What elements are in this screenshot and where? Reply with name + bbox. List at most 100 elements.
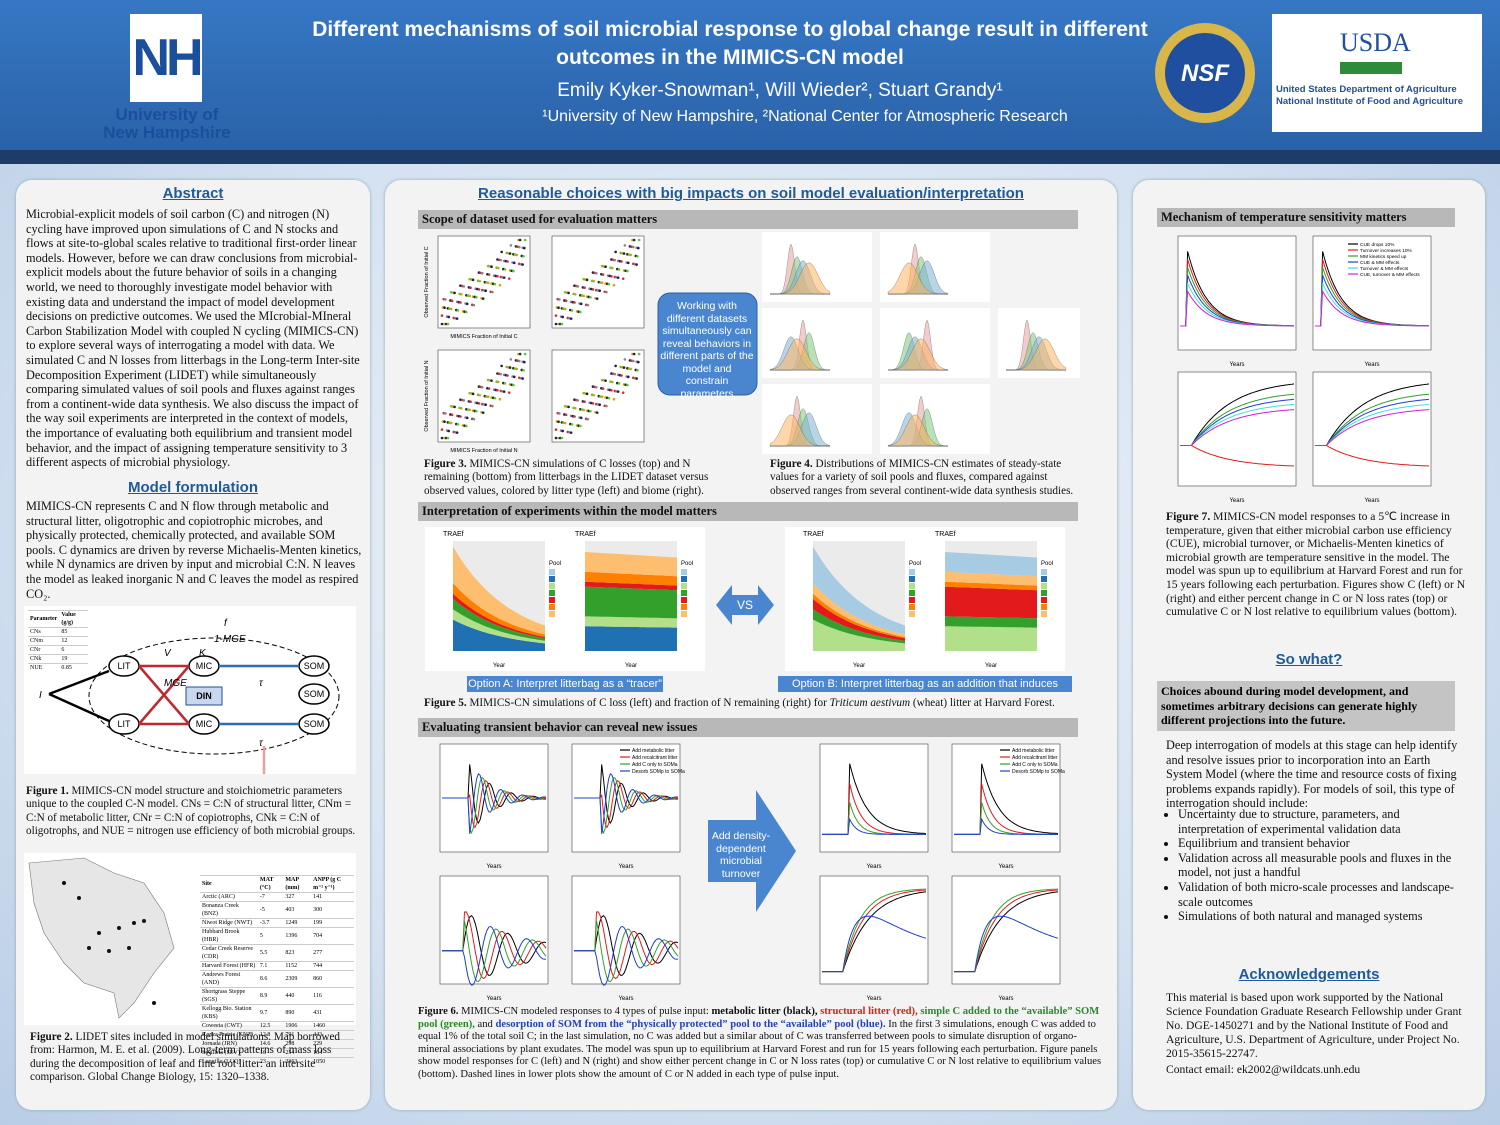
scatter-dot bbox=[522, 254, 525, 258]
figure5-option-a: TRAEf Year Pool TRAEf Year Pool bbox=[425, 527, 705, 671]
scatter-dot bbox=[583, 400, 586, 404]
usda-logo: USDA bbox=[1340, 28, 1411, 57]
table-cell: 791 bbox=[283, 1030, 312, 1040]
density bbox=[769, 338, 831, 371]
diagram-boundary bbox=[88, 637, 340, 755]
table-row: NUE 0.85 bbox=[28, 663, 88, 672]
scatter-dot bbox=[515, 367, 519, 371]
scatter-dot bbox=[446, 436, 450, 440]
scatter-dot bbox=[582, 408, 586, 412]
table-cell: Sevilleta (SEV) bbox=[200, 1048, 258, 1058]
scatter-dot bbox=[512, 383, 515, 387]
table-row: Harvard Forest (HFR) 7.1 1152 744 bbox=[200, 961, 354, 971]
scatter-dot bbox=[574, 406, 577, 410]
table-cell: 298 bbox=[283, 1039, 312, 1049]
scatter-dot bbox=[449, 421, 453, 425]
axis-label: Year bbox=[493, 663, 505, 669]
plot-frame bbox=[819, 875, 929, 985]
caption-label: Figure 1. bbox=[26, 785, 69, 797]
plot-curve bbox=[822, 915, 927, 973]
table-row: Cedar Creek Reserve (CDR) 5.5 823 277 bbox=[200, 944, 354, 962]
abstract: Microbial-explicit models of soil carbon… bbox=[26, 207, 360, 470]
nsf-globe bbox=[1165, 33, 1245, 113]
table-cell: Luquillo (LUQ) bbox=[200, 1057, 258, 1066]
scatter-dot bbox=[598, 403, 601, 407]
scatter-dot bbox=[456, 309, 460, 312]
section-heading: Reasonable choices with big impacts on s… bbox=[478, 185, 1024, 202]
plot-frame bbox=[1312, 235, 1432, 351]
scatter-dot bbox=[468, 294, 472, 298]
legend-label: Add C only to SOMa bbox=[1012, 762, 1058, 768]
panel-title: TRAEf bbox=[575, 531, 596, 538]
nsf-logo: NSF bbox=[1155, 23, 1255, 123]
section-bar: Mechanism of temperature sensitivity mat… bbox=[1157, 208, 1455, 227]
table-cell: 14.6 bbox=[257, 1039, 284, 1049]
scatter-dot bbox=[493, 282, 497, 286]
legend-swatch bbox=[909, 583, 915, 589]
area bbox=[453, 546, 545, 635]
scatter-dot bbox=[450, 299, 454, 303]
diagram-arrow bbox=[48, 669, 110, 696]
scatter-dot bbox=[554, 428, 558, 431]
scatter-dot bbox=[496, 388, 499, 392]
legend-label: MM kinetics speed up bbox=[1360, 254, 1407, 260]
scatter-dot bbox=[506, 260, 509, 263]
unh-name-line: University of bbox=[115, 105, 219, 124]
axis-label: Years bbox=[486, 864, 501, 870]
axis-label: Years bbox=[866, 864, 881, 870]
scatter-dot bbox=[477, 288, 481, 291]
scatter-dot bbox=[613, 372, 617, 376]
site-dot bbox=[152, 1001, 156, 1005]
density bbox=[887, 262, 948, 295]
scatter-dot bbox=[512, 261, 516, 265]
scatter-dot bbox=[626, 261, 630, 265]
legend-title: Pool bbox=[549, 561, 561, 567]
header-cell: ANPP (g C m⁻² y⁻¹) bbox=[311, 875, 354, 893]
legend-swatch bbox=[681, 569, 687, 575]
table-cell: -5 bbox=[257, 901, 284, 919]
legend-label: Add recalcitrant litter bbox=[1012, 755, 1058, 761]
scatter-dot bbox=[444, 412, 447, 415]
plot-frame bbox=[1312, 371, 1432, 487]
density bbox=[1006, 338, 1067, 371]
scatter-dot bbox=[506, 374, 509, 377]
figure3: MIMICS Fraction of Initial C Observed Fra… bbox=[424, 235, 645, 454]
plot-curve bbox=[954, 915, 1059, 973]
table-cell: 1152 bbox=[283, 961, 312, 971]
scatter-dot bbox=[453, 405, 456, 409]
scatter-dot bbox=[490, 379, 493, 383]
figure6-left: Years Years Years Years Add metabolic litter… bbox=[439, 743, 685, 1002]
table-cell: 12.5 bbox=[257, 1021, 284, 1031]
table-cell: 431 bbox=[311, 1004, 354, 1022]
caption-text: MIMICS-CN model structure and stoichiome… bbox=[26, 785, 356, 838]
area bbox=[453, 609, 545, 644]
table-row: Coweeta (CWT) 12.5 1906 1460 bbox=[200, 1021, 354, 1031]
caption-green: simple C added to the “available” SOM po… bbox=[418, 1006, 1100, 1030]
scatter-dot bbox=[579, 302, 583, 306]
scatter-dot bbox=[478, 393, 482, 397]
scatter-dot bbox=[631, 359, 635, 363]
site-dot bbox=[62, 881, 66, 885]
diagram-node-label: LIT bbox=[117, 661, 131, 671]
figure1-caption: Figure 1. MIMICS-CN model structure and … bbox=[26, 785, 360, 839]
scatter-dot bbox=[468, 408, 472, 412]
header-cell: Value (g/g) bbox=[59, 610, 88, 628]
diagram-label: f bbox=[224, 618, 228, 629]
scatter-dot bbox=[623, 358, 627, 361]
scatter-dot bbox=[508, 366, 512, 369]
so-what-box: Choices abound during model development,… bbox=[1157, 681, 1455, 731]
scatter-dot bbox=[471, 392, 475, 396]
scatter-dot bbox=[570, 309, 574, 312]
scatter-dot bbox=[595, 385, 598, 389]
area bbox=[453, 598, 545, 641]
area bbox=[813, 598, 905, 641]
table-cell: 1906 bbox=[283, 1021, 312, 1031]
table-header: Site MAT (°C) MAP (mm) ANPP (g C m⁻² y⁻¹) bbox=[200, 875, 354, 893]
scatter-dot bbox=[569, 431, 573, 434]
caption-blue: desorption of SOM from the “physically p… bbox=[495, 1018, 886, 1030]
scatter-dot bbox=[503, 382, 507, 385]
axis-label: Year bbox=[853, 663, 865, 669]
site-dot bbox=[117, 926, 121, 930]
vs-arrow: VS bbox=[716, 585, 774, 625]
table-row: CNk 19 bbox=[28, 654, 88, 664]
